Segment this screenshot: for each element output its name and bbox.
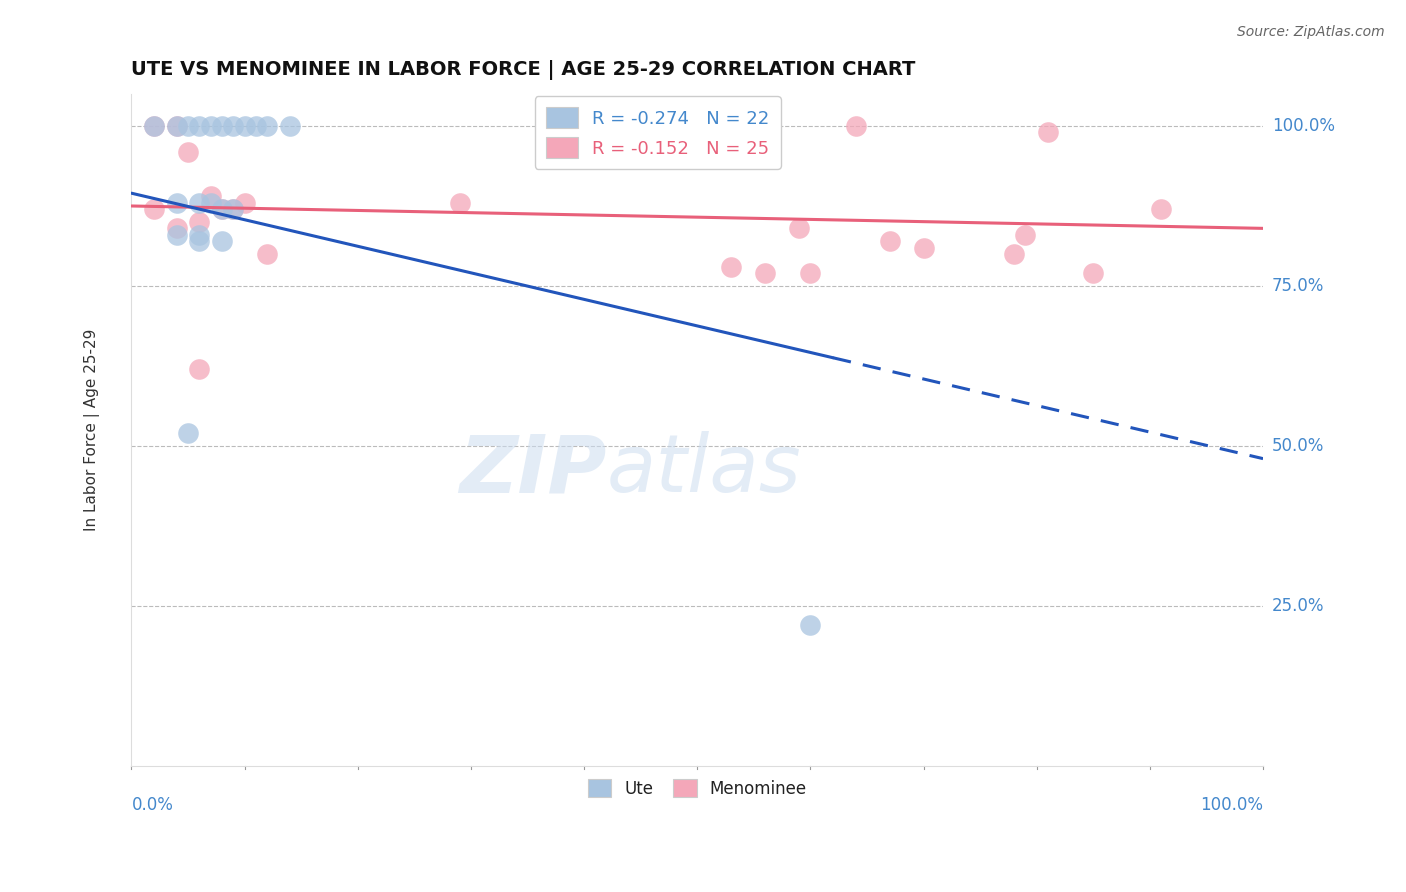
Point [143, 119, 166, 133]
Text: In Labor Force | Age 25-29: In Labor Force | Age 25-29 [84, 328, 100, 531]
Point [1036, 125, 1059, 139]
Text: ZIP: ZIP [460, 431, 607, 509]
Point [720, 260, 742, 274]
Text: 100.0%: 100.0% [1272, 117, 1336, 135]
Point [200, 119, 222, 133]
Text: UTE VS MENOMINEE IN LABOR FORCE | AGE 25-29 CORRELATION CHART: UTE VS MENOMINEE IN LABOR FORCE | AGE 25… [131, 60, 915, 79]
Point [200, 195, 222, 210]
Point [256, 119, 278, 133]
Point [1150, 202, 1173, 217]
Point [177, 425, 200, 440]
Point [211, 202, 233, 217]
Point [211, 202, 233, 217]
Text: atlas: atlas [607, 431, 801, 509]
Point [233, 119, 256, 133]
Point [211, 234, 233, 248]
Text: 0.0%: 0.0% [131, 796, 173, 814]
Point [166, 221, 188, 235]
Point [166, 195, 188, 210]
Point [177, 119, 200, 133]
Point [222, 202, 245, 217]
Point [188, 227, 211, 242]
Point [1014, 227, 1036, 242]
Point [200, 189, 222, 203]
Point [233, 195, 256, 210]
Text: 75.0%: 75.0% [1272, 277, 1324, 295]
Point [799, 266, 821, 280]
Legend: Ute, Menominee: Ute, Menominee [581, 772, 814, 805]
Point [222, 202, 245, 217]
Point [177, 145, 200, 159]
Point [188, 362, 211, 376]
Text: 100.0%: 100.0% [1201, 796, 1263, 814]
Text: 25.0%: 25.0% [1272, 597, 1324, 615]
Point [188, 215, 211, 229]
Point [799, 618, 821, 632]
Point [754, 266, 776, 280]
Point [166, 119, 188, 133]
Point [845, 119, 868, 133]
Point [166, 227, 188, 242]
Point [245, 119, 267, 133]
Point [912, 241, 935, 255]
Point [222, 119, 245, 133]
Point [188, 119, 211, 133]
Point [256, 247, 278, 261]
Point [787, 221, 810, 235]
Point [143, 119, 166, 133]
Point [879, 234, 901, 248]
Point [1083, 266, 1105, 280]
Point [143, 202, 166, 217]
Text: Source: ZipAtlas.com: Source: ZipAtlas.com [1237, 25, 1385, 39]
Point [166, 119, 188, 133]
Point [449, 195, 471, 210]
Text: 50.0%: 50.0% [1272, 437, 1324, 455]
Point [278, 119, 301, 133]
Point [188, 234, 211, 248]
Point [211, 119, 233, 133]
Point [1002, 247, 1025, 261]
Point [188, 195, 211, 210]
